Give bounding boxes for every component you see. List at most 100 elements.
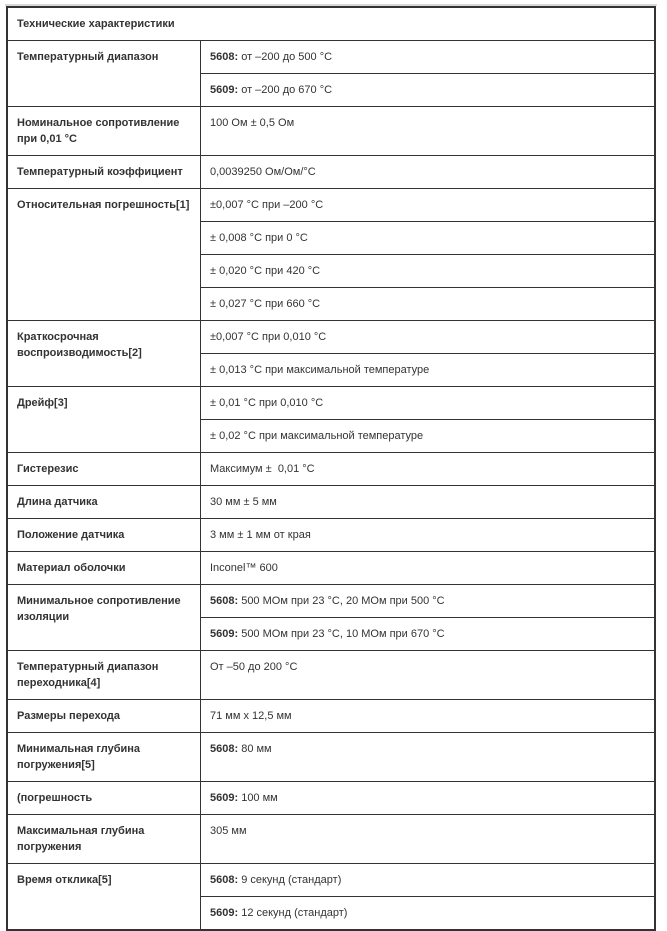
value-text: ±0,007 °C при –200 °C xyxy=(210,199,324,211)
table-row: 5609: 500 МОм при 23 °C, 10 МОм при 670 … xyxy=(7,617,656,651)
table-row: Длина датчика 30 мм ± 5 мм xyxy=(6,485,656,519)
table-row: Минимальное сопротивление изоляции 5608: … xyxy=(6,584,656,651)
spec-value: 5609: 12 секунд (стандарт) xyxy=(200,896,656,931)
table-row: ± 0,013 °C при максимальной температуре xyxy=(7,353,656,387)
value-text: 500 МОм при 23 °C, 10 МОм при 670 °C xyxy=(238,628,445,640)
spec-value: 5609: от –200 до 670 °C xyxy=(200,73,656,107)
spec-label: (погрешность xyxy=(6,781,201,815)
spec-value: 0,0039250 Ом/Ом/°C xyxy=(200,155,656,189)
spec-value: 5608: 9 секунд (стандарт) xyxy=(200,863,656,897)
value-text: 500 МОм при 23 °C, 20 МОм при 500 °C xyxy=(238,595,445,607)
value-text: от –200 до 670 °C xyxy=(238,84,333,96)
spec-label: Температурный диапазон xyxy=(6,40,201,107)
value-text: 71 мм x 12,5 мм xyxy=(210,710,292,722)
spec-value: ±0,007 °C при –200 °C xyxy=(200,188,656,222)
value-text: ± 0,02 °C при максимальной температуре xyxy=(210,430,424,442)
table-row: Гистерезис Максимум ± 0,01 °C xyxy=(6,452,656,486)
value-text: 30 мм ± 5 мм xyxy=(210,496,277,508)
table-row: Температурный диапазон переходника[4] От … xyxy=(6,650,656,700)
value-text: ± 0,013 °C при максимальной температуре xyxy=(210,364,430,376)
value-text: Максимум ± 0,01 °C xyxy=(210,463,315,475)
spec-label: Номинальное сопротивление при 0,01 °C xyxy=(6,106,201,156)
spec-value: 305 мм xyxy=(200,814,656,864)
table-row: Дрейф[3] ± 0,01 °C при 0,010 °C xyxy=(6,386,656,453)
value-text: 12 секунд (стандарт) xyxy=(238,907,348,919)
value-text: 305 мм xyxy=(210,825,247,837)
value-text: ±0,007 °C при 0,010 °C xyxy=(210,331,327,343)
spec-label: Дрейф[3] xyxy=(6,386,201,453)
table-row: ± 0,008 °C при 0 °C xyxy=(7,221,656,255)
model-prefix: 5608: xyxy=(210,874,239,886)
spec-value: 3 мм ± 1 мм от края xyxy=(200,518,656,552)
spec-value: 71 мм x 12,5 мм xyxy=(200,699,656,733)
spec-value: Inconel™ 600 xyxy=(200,551,656,585)
spec-label: Минимальное сопротивление изоляции xyxy=(6,584,201,651)
spec-value: ± 0,013 °C при максимальной температуре xyxy=(200,353,656,387)
value-text: От –50 до 200 °C xyxy=(210,661,298,673)
table-row: Размеры перехода 71 мм x 12,5 мм xyxy=(6,699,656,733)
spec-value: ± 0,01 °C при 0,010 °C xyxy=(200,386,656,420)
value-text: ± 0,020 °C при 420 °C xyxy=(210,265,321,277)
spec-value: Максимум ± 0,01 °C xyxy=(200,452,656,486)
spec-label: Минимальная глубина погружения[5] xyxy=(6,732,201,782)
spec-label: Размеры перехода xyxy=(6,699,201,733)
value-text: ± 0,01 °C при 0,010 °C xyxy=(210,397,324,409)
model-prefix: 5609: xyxy=(210,628,239,640)
value-text: ± 0,027 °C при 660 °C xyxy=(210,298,321,310)
spec-label: Температурный коэффициент xyxy=(6,155,201,189)
table-row: Температурный коэффициент 0,0039250 Ом/Ом… xyxy=(6,155,656,189)
spec-value: 30 мм ± 5 мм xyxy=(200,485,656,519)
spec-value: От –50 до 200 °C xyxy=(200,650,656,700)
spec-value: ± 0,020 °C при 420 °C xyxy=(200,254,656,288)
table-row: Краткосрочная воспроизводимость[2] ±0,007… xyxy=(6,320,656,387)
spec-value: 5609: 500 МОм при 23 °C, 10 МОм при 670 … xyxy=(200,617,656,651)
model-prefix: 5609: xyxy=(210,907,239,919)
spec-label: Длина датчика xyxy=(6,485,201,519)
table-title: Технические характеристики xyxy=(6,6,656,41)
table-row: (погрешность 5609: 100 мм xyxy=(6,781,656,815)
value-text: 9 секунд (стандарт) xyxy=(238,874,342,886)
model-prefix: 5608: xyxy=(210,51,239,63)
specs-table: Технические характеристики Температурный… xyxy=(6,6,656,931)
table-row: 5609: от –200 до 670 °C xyxy=(7,73,656,107)
model-prefix: 5608: xyxy=(210,743,239,755)
page-frame xyxy=(5,4,657,6)
spec-label: Положение датчика xyxy=(6,518,201,552)
table-row: Номинальное сопротивление при 0,01 °C 100… xyxy=(6,106,656,156)
spec-value: ± 0,02 °C при максимальной температуре xyxy=(200,419,656,453)
table-row: Максимальная глубина погружения 305 мм xyxy=(6,814,656,864)
model-prefix: 5608: xyxy=(210,595,239,607)
value-text: 100 мм xyxy=(238,792,278,804)
spec-value: 5608: 500 МОм при 23 °C, 20 МОм при 500 … xyxy=(200,584,656,618)
spec-value: 5609: 100 мм xyxy=(200,781,656,815)
value-text: ± 0,008 °C при 0 °C xyxy=(210,232,308,244)
table-row: ± 0,020 °C при 420 °C xyxy=(7,254,656,288)
spec-value: 100 Ом ± 0,5 Ом xyxy=(200,106,656,156)
spec-label: Материал оболочки xyxy=(6,551,201,585)
value-text: 100 Ом ± 0,5 Ом xyxy=(210,117,295,129)
model-prefix: 5609: xyxy=(210,84,239,96)
table-row: Положение датчика 3 мм ± 1 мм от края xyxy=(6,518,656,552)
value-text: 0,0039250 Ом/Ом/°C xyxy=(210,166,316,178)
spec-label: Относительная погрешность[1] xyxy=(6,188,201,321)
value-text: Inconel™ 600 xyxy=(210,562,278,574)
spec-value: ±0,007 °C при 0,010 °C xyxy=(200,320,656,354)
spec-label: Максимальная глубина погружения xyxy=(6,814,201,864)
table-row: Относительная погрешность[1] ±0,007 °C пр… xyxy=(6,188,656,321)
value-text: 3 мм ± 1 мм от края xyxy=(210,529,311,541)
spec-label: Температурный диапазон переходника[4] xyxy=(6,650,201,700)
model-prefix: 5609: xyxy=(210,792,239,804)
spec-label: Гистерезис xyxy=(6,452,201,486)
spec-label: Краткосрочная воспроизводимость[2] xyxy=(6,320,201,387)
table-header-row: Технические характеристики xyxy=(6,6,656,41)
table-row: Время отклика[5] 5608: 9 секунд (стандарт… xyxy=(6,863,656,931)
value-text: от –200 до 500 °C xyxy=(238,51,333,63)
value-text: 80 мм xyxy=(238,743,272,755)
table-row: Минимальная глубина погружения[5] 5608: 8… xyxy=(6,732,656,782)
spec-value: ± 0,027 °C при 660 °C xyxy=(200,287,656,321)
spec-value: 5608: 80 мм xyxy=(200,732,656,782)
spec-value: 5608: от –200 до 500 °C xyxy=(200,40,656,74)
table-row: Материал оболочки Inconel™ 600 xyxy=(6,551,656,585)
table-row: Температурный диапазон 5608: от –200 до 5… xyxy=(6,40,656,107)
spec-value: ± 0,008 °C при 0 °C xyxy=(200,221,656,255)
